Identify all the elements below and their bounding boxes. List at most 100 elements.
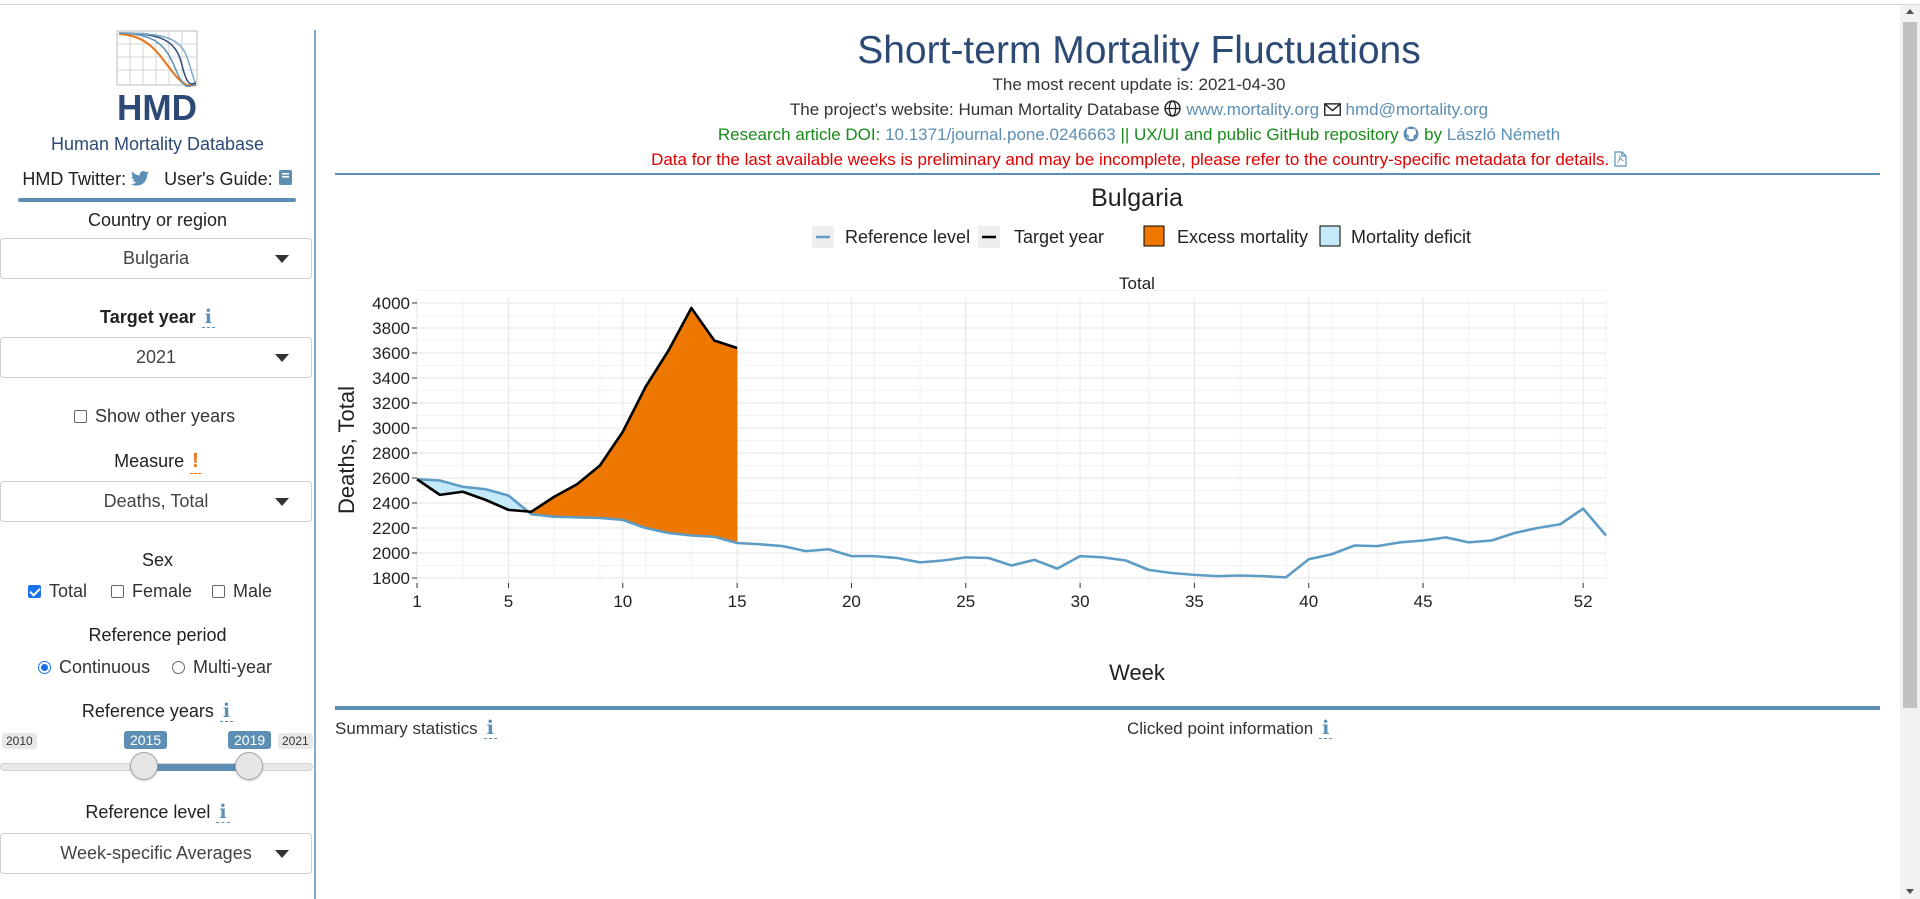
twitter-icon[interactable] — [131, 170, 150, 191]
summary-rule — [335, 706, 1880, 710]
book-icon[interactable] — [278, 169, 293, 191]
target-year-select[interactable]: 2021 — [0, 337, 312, 378]
chevron-down-icon — [275, 255, 289, 263]
excess-area — [691, 307, 715, 538]
scrollbar-thumb[interactable] — [1903, 22, 1917, 708]
sex-total-checkbox[interactable]: Total — [28, 581, 87, 602]
slider-max-label: 2021 — [278, 733, 313, 749]
doi-line: Research article DOI: 10.1371/journal.po… — [336, 125, 1920, 145]
radio-dot[interactable] — [172, 661, 185, 674]
show-other-years-label: Show other years — [95, 406, 236, 426]
summary-statistics-row: Summary statistics i — [335, 719, 497, 739]
warning-line: Data for the last available weeks is pre… — [336, 150, 1920, 170]
sex-option-label: Female — [132, 581, 193, 601]
x-axis-ticks: 1 5 10 15 20 25 30 35 40 45 52 — [412, 583, 1593, 611]
summary-statistics-label: Summary statistics — [335, 719, 478, 738]
exclamation-icon[interactable]: ! — [190, 450, 201, 474]
target-line — [416, 306, 738, 514]
website-link[interactable]: www.mortality.org — [1186, 100, 1320, 119]
website-line: The project's website: Human Mortality D… — [336, 100, 1920, 120]
clicked-point-row: Clicked point information i — [1127, 719, 1333, 739]
scroll-down-arrow-icon[interactable] — [1906, 889, 1914, 894]
y-tick-label: 2800 — [372, 444, 410, 463]
sex-male-checkbox[interactable]: Male — [212, 581, 272, 602]
page-title: Short-term Mortality Fluctuations — [857, 29, 1421, 72]
legend-swatch-deficit — [1319, 225, 1341, 247]
x-tick-label: 20 — [842, 592, 861, 611]
y-tick-label: 2200 — [372, 519, 410, 538]
chart-lines — [416, 306, 1607, 579]
reference-period-label: Reference period — [88, 625, 227, 645]
legend-label-target: Target year — [1014, 227, 1104, 247]
x-tick-label: 45 — [1414, 592, 1433, 611]
measure-value: Deaths, Total — [103, 491, 209, 511]
y-tick-label: 4000 — [372, 294, 410, 313]
y-tick-label: 3200 — [372, 394, 410, 413]
info-icon[interactable]: i — [1319, 719, 1333, 739]
y-tick-label: 1800 — [372, 569, 410, 588]
website-prefix: The project's website: Human Mortality D… — [789, 100, 1160, 119]
top-border — [0, 4, 1920, 5]
sex-label: Sex — [141, 550, 174, 570]
radio-multi-year[interactable]: Multi-year — [172, 657, 272, 678]
repo-text: || UX/UI and public GitHub repository — [1120, 125, 1399, 144]
by-text: by — [1424, 125, 1443, 144]
scroll-up-arrow-icon[interactable] — [1906, 9, 1914, 14]
measure-label: Measure — [114, 451, 185, 471]
slider-handle-from[interactable] — [130, 752, 158, 780]
y-tick-label: 2400 — [372, 494, 410, 513]
show-other-years-checkbox[interactable]: Show other years — [74, 406, 235, 427]
x-tick-label: 35 — [1185, 592, 1204, 611]
info-icon[interactable]: i — [483, 719, 497, 739]
target-year-label-row: Target year i — [0, 307, 315, 328]
envelope-icon — [1323, 103, 1341, 116]
sex-female-checkbox[interactable]: Female — [111, 581, 192, 602]
measure-select[interactable]: Deaths, Total — [0, 481, 312, 522]
slider-range — [144, 764, 249, 771]
country-label: Country or region — [87, 210, 228, 230]
slider-handle-to[interactable] — [235, 752, 263, 780]
checkbox-box[interactable] — [212, 585, 225, 598]
checkbox-box[interactable] — [111, 585, 124, 598]
slider-from-label: 2015 — [124, 731, 168, 749]
org-name: Human Mortality Database — [50, 134, 265, 154]
logo-text: HMD — [117, 87, 197, 122]
excess-area — [713, 340, 738, 544]
slider-to-label: 2019 — [228, 731, 272, 749]
mortality-chart[interactable]: Bulgaria Reference level Target year Exc… — [330, 178, 1875, 698]
info-icon[interactable]: i — [216, 803, 230, 823]
radio-dot[interactable] — [38, 661, 51, 674]
target-year-label: Target year — [100, 307, 196, 327]
chart-legend: Reference level Target year Excess morta… — [812, 225, 1471, 248]
hmd-logo: HMD — [116, 30, 198, 122]
legend-label-excess: Excess mortality — [1177, 227, 1308, 247]
y-axis-ticks: 1800 2000 2200 2400 2600 2800 3000 3200 3400 3600… — [372, 294, 417, 588]
x-tick-label: 1 — [412, 592, 421, 611]
doi-link[interactable]: 10.1371/journal.pone.0246663 — [885, 125, 1116, 144]
radio-label: Continuous — [59, 657, 151, 677]
info-icon[interactable]: i — [201, 308, 215, 328]
reference-level-select[interactable]: Week-specific Averages — [0, 833, 312, 874]
radio-continuous[interactable]: Continuous — [38, 657, 150, 678]
info-icon[interactable]: i — [219, 702, 234, 722]
y-tick-label: 3600 — [372, 344, 410, 363]
x-tick-label: 10 — [613, 592, 632, 611]
y-tick-label: 2600 — [372, 469, 410, 488]
checkbox-box[interactable] — [28, 585, 41, 598]
reference-level-value: Week-specific Averages — [60, 843, 252, 863]
legend-label-deficit: Mortality deficit — [1351, 227, 1471, 247]
x-tick-label: 30 — [1071, 592, 1090, 611]
reference-line — [416, 477, 1607, 579]
author-link[interactable]: László Németh — [1446, 125, 1561, 144]
sidebar-links: HMD Twitter: User's Guide: — [0, 169, 315, 191]
country-select[interactable]: Bulgaria — [0, 238, 312, 279]
y-tick-label: 3000 — [372, 419, 410, 438]
pdf-icon[interactable] — [1614, 151, 1627, 167]
reference-years-label: Reference years — [81, 701, 214, 721]
email-link[interactable]: hmd@mortality.org — [1345, 100, 1489, 119]
preliminary-warning: Data for the last available weeks is pre… — [651, 150, 1610, 169]
checkbox-box[interactable] — [74, 410, 87, 423]
chart-grid — [416, 290, 1607, 583]
github-icon[interactable] — [1403, 126, 1419, 142]
reference-level-label-row: Reference level i — [0, 802, 315, 823]
